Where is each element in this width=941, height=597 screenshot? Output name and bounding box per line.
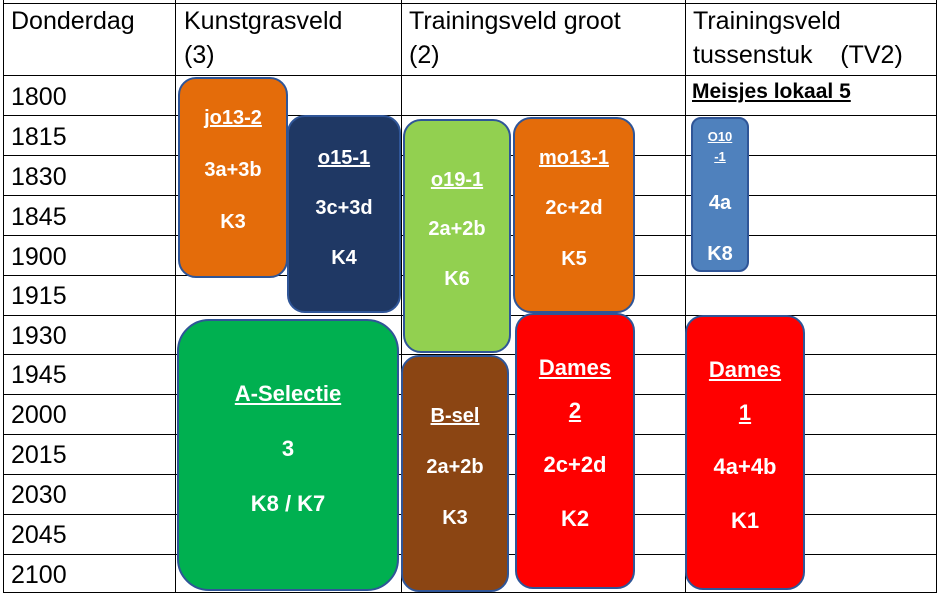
session-a-selectie: A-Selectie 3 K8 / K7 [177, 319, 399, 591]
room-code: K2 [560, 506, 590, 531]
day-header: Donderdag [11, 4, 135, 38]
grid-line [175, 0, 176, 593]
time-slot: 1800 [11, 83, 67, 111]
day-label: Donderdag [11, 7, 135, 35]
grid-line [3, 75, 937, 76]
note-meisjes-lokaal: Meisjes lokaal 5 [692, 80, 851, 103]
team-name: B-sel [430, 405, 480, 427]
grid-line [3, 3, 937, 4]
session-o19-1: o19-1 2a+2b K6 [403, 119, 511, 353]
field-code: 2c+2d [543, 452, 607, 477]
room-code: K4 [331, 247, 357, 269]
team-name: Dames [538, 355, 612, 380]
team-name: jo13-2 [204, 107, 262, 129]
time-slot: 1915 [11, 282, 67, 310]
column-header-kunstgrasveld: Kunstgrasveld (3) [184, 4, 342, 72]
team-name: o15-1 [317, 147, 371, 169]
team-name-suffix: -1 [714, 149, 726, 164]
time-slot: 1815 [11, 123, 67, 151]
column-subtitle: tussenstuk (TV2) [693, 41, 903, 69]
team-number: 2 [568, 398, 582, 423]
grid-line [3, 0, 4, 593]
column-title: Trainingsveld groot [409, 7, 621, 35]
time-slot: 2030 [11, 481, 67, 509]
room-code: K8 / K7 [250, 491, 326, 516]
room-code: K8 [707, 243, 733, 265]
session-jo13-2: jo13-2 3a+3b K3 [178, 77, 288, 278]
room-code: K5 [561, 248, 587, 270]
session-o10-1: O10 -1 4a K8 [691, 117, 749, 272]
room-code: K1 [730, 508, 760, 533]
time-slot: 2015 [11, 441, 67, 469]
column-subtitle: (2) [409, 41, 440, 69]
column-subtitle: (3) [184, 41, 215, 69]
time-slot: 2000 [11, 401, 67, 429]
grid-line [936, 0, 937, 593]
time-slot: 1830 [11, 163, 67, 191]
grid-line [3, 592, 937, 593]
field-code: 2c+2d [545, 197, 603, 219]
field-code: 4a+4b [713, 454, 777, 479]
team-number: 1 [738, 400, 752, 425]
session-dames-2: Dames 2 2c+2d K2 [515, 313, 635, 589]
team-name: Dames [708, 357, 782, 382]
field-code: 3a+3b [204, 159, 262, 181]
time-slot: 2045 [11, 521, 67, 549]
team-name: mo13-1 [538, 147, 610, 169]
grid-line [3, 354, 937, 355]
session-dames-1: Dames 1 4a+4b K1 [685, 315, 805, 590]
field-code: 4a [708, 192, 732, 214]
grid-line [3, 115, 937, 116]
room-code: K6 [444, 268, 470, 290]
time-slot: 1845 [11, 203, 67, 231]
column-header-trainingsveld-tussenstuk: Trainingsveld tussenstuk (TV2) [693, 4, 903, 72]
time-slot: 1930 [11, 322, 67, 350]
team-name: o19-1 [430, 169, 484, 191]
room-code: K3 [442, 507, 468, 529]
room-code: K3 [220, 211, 246, 233]
team-name: O10 [707, 129, 733, 144]
grid-line [685, 0, 686, 593]
field-code: 2a+2b [426, 456, 484, 478]
time-slot: 2100 [11, 561, 67, 589]
column-title: Trainingsveld [693, 7, 841, 35]
field-code: 2a+2b [428, 218, 486, 240]
field-code: 3c+3d [315, 197, 373, 219]
time-slot: 1900 [11, 243, 67, 271]
team-name: A-Selectie [234, 381, 342, 406]
time-slot: 1945 [11, 361, 67, 389]
session-b-sel: B-sel 2a+2b K3 [401, 355, 509, 592]
grid-line [401, 0, 402, 593]
column-header-trainingsveld-groot: Trainingsveld groot (2) [409, 4, 621, 72]
session-o15-1: o15-1 3c+3d K4 [287, 115, 401, 313]
field-code: 3 [281, 436, 295, 461]
column-title: Kunstgrasveld [184, 7, 343, 35]
session-mo13-1: mo13-1 2c+2d K5 [513, 117, 635, 313]
